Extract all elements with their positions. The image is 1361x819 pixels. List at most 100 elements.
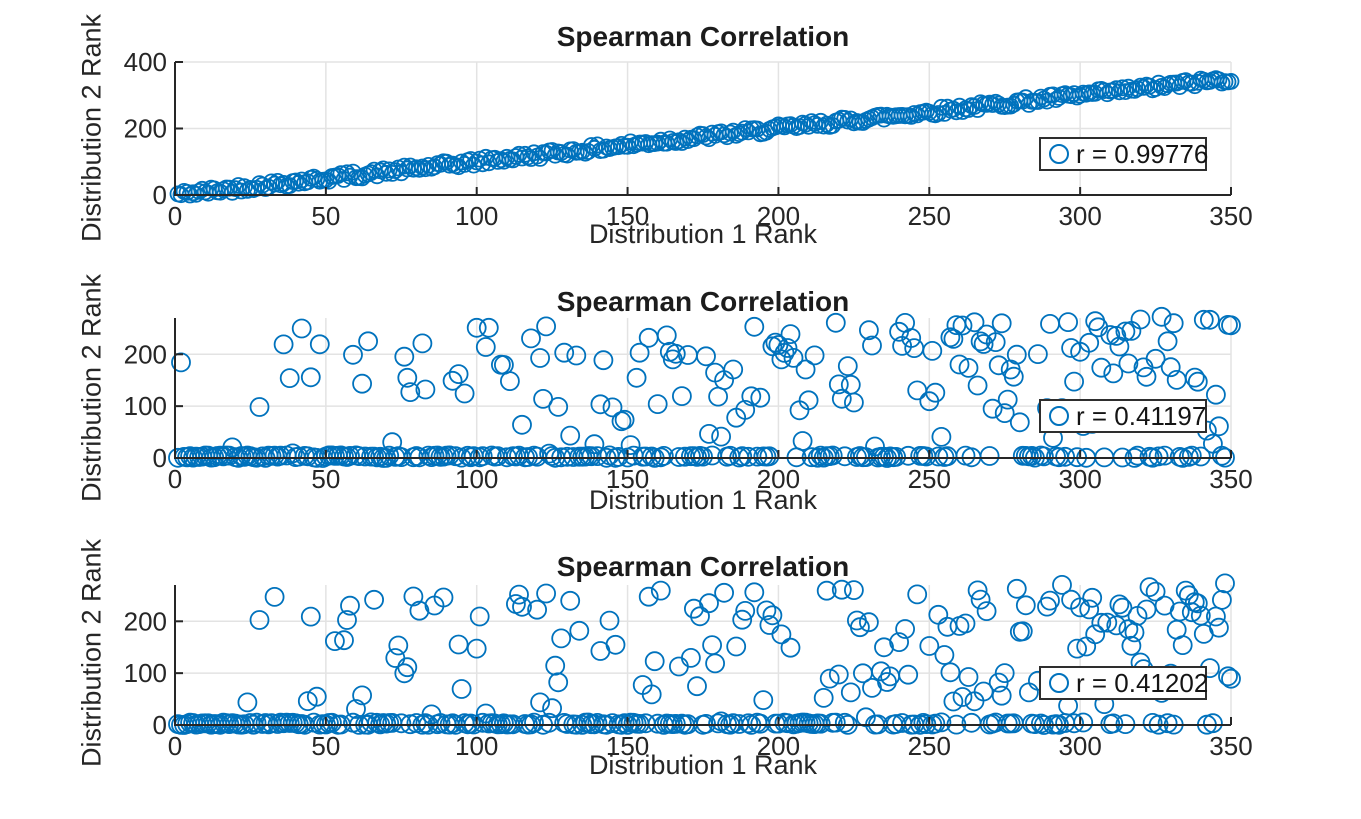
data-point xyxy=(629,342,650,363)
data-point xyxy=(816,580,837,601)
data-point xyxy=(699,593,719,614)
x-tick-label: 350 xyxy=(1209,464,1252,494)
data-point xyxy=(747,446,768,467)
data-point xyxy=(1052,575,1072,595)
data-point xyxy=(1172,635,1193,655)
data-point xyxy=(1079,332,1100,353)
data-point xyxy=(419,156,437,174)
data-point xyxy=(530,348,550,368)
legend-label: r = 0.99776 xyxy=(1076,139,1209,169)
y-tick-label: 0 xyxy=(153,710,167,740)
data-point xyxy=(696,714,716,734)
data-point xyxy=(931,426,952,447)
x-tick-label: 200 xyxy=(757,731,800,761)
data-point xyxy=(676,129,694,147)
data-point xyxy=(934,645,955,665)
x-tick-label: 50 xyxy=(311,731,340,761)
data-point xyxy=(214,181,232,199)
data-point xyxy=(1145,581,1166,602)
data-point xyxy=(1115,321,1136,342)
data-point xyxy=(952,687,973,707)
data-point xyxy=(1019,682,1039,703)
data-point xyxy=(1127,445,1148,466)
data-point xyxy=(590,394,611,415)
data-point xyxy=(750,387,771,408)
data-point xyxy=(560,590,581,611)
data-point xyxy=(394,346,415,367)
data-point xyxy=(732,609,753,630)
data-point xyxy=(902,108,920,125)
data-point xyxy=(795,359,816,380)
data-point xyxy=(548,396,569,417)
data-point xyxy=(958,667,979,687)
data-point xyxy=(638,586,659,607)
data-point xyxy=(551,628,572,649)
data-point xyxy=(653,445,674,466)
data-point xyxy=(1067,638,1087,659)
data-point xyxy=(279,368,300,389)
data-point xyxy=(343,344,363,365)
data-point xyxy=(1006,344,1027,365)
data-point xyxy=(889,632,909,652)
data-point xyxy=(573,142,591,160)
data-point xyxy=(718,128,736,146)
data-point xyxy=(1106,615,1127,636)
data-point xyxy=(840,682,861,703)
x-tick-label: 100 xyxy=(455,201,498,231)
data-point xyxy=(1058,312,1078,333)
data-point xyxy=(967,580,988,601)
data-point xyxy=(340,445,360,466)
data-point xyxy=(964,312,985,333)
data-point xyxy=(871,661,891,682)
data-point xyxy=(825,312,846,333)
data-point xyxy=(834,712,855,733)
data-point xyxy=(952,315,973,336)
data-point xyxy=(454,383,475,404)
data-point xyxy=(388,635,409,656)
data-point xyxy=(1117,83,1134,100)
data-point xyxy=(693,446,713,467)
data-point xyxy=(638,327,659,348)
data-point xyxy=(644,651,665,672)
y-tick-label: 100 xyxy=(124,658,167,688)
data-point xyxy=(681,648,701,668)
chart-title-1: Spearman Correlation xyxy=(556,21,850,52)
data-point xyxy=(955,613,976,634)
data-point xyxy=(735,601,756,621)
data-point xyxy=(976,601,997,621)
data-point xyxy=(798,390,819,411)
data-point xyxy=(656,325,677,346)
data-point xyxy=(1169,601,1190,622)
data-point xyxy=(837,356,858,377)
data-point xyxy=(448,634,469,655)
data-point xyxy=(810,445,831,466)
data-point xyxy=(1136,366,1157,387)
data-point xyxy=(898,664,919,685)
data-point xyxy=(620,435,641,456)
data-point xyxy=(324,631,345,651)
x-tick-label: 300 xyxy=(1058,201,1101,231)
data-point xyxy=(723,359,744,380)
data-point xyxy=(1047,91,1065,108)
data-point xyxy=(533,388,553,409)
data-point xyxy=(472,446,493,467)
data-point xyxy=(780,324,801,345)
data-point xyxy=(1135,79,1152,96)
data-point xyxy=(988,355,1009,376)
x-tick-label: 0 xyxy=(168,464,182,494)
data-point xyxy=(451,679,472,699)
data-point xyxy=(840,374,861,395)
data-point xyxy=(466,638,487,659)
data-point xyxy=(919,636,940,656)
data-point xyxy=(994,663,1015,683)
data-point xyxy=(379,445,400,466)
data-point xyxy=(1187,371,1208,392)
data-point xyxy=(901,328,922,348)
data-point xyxy=(955,445,976,466)
data-point xyxy=(543,142,561,159)
data-point xyxy=(1070,597,1090,618)
data-point xyxy=(1003,366,1024,387)
data-point xyxy=(1124,622,1145,643)
data-point xyxy=(475,337,496,357)
x-tick-label: 350 xyxy=(1209,731,1252,761)
